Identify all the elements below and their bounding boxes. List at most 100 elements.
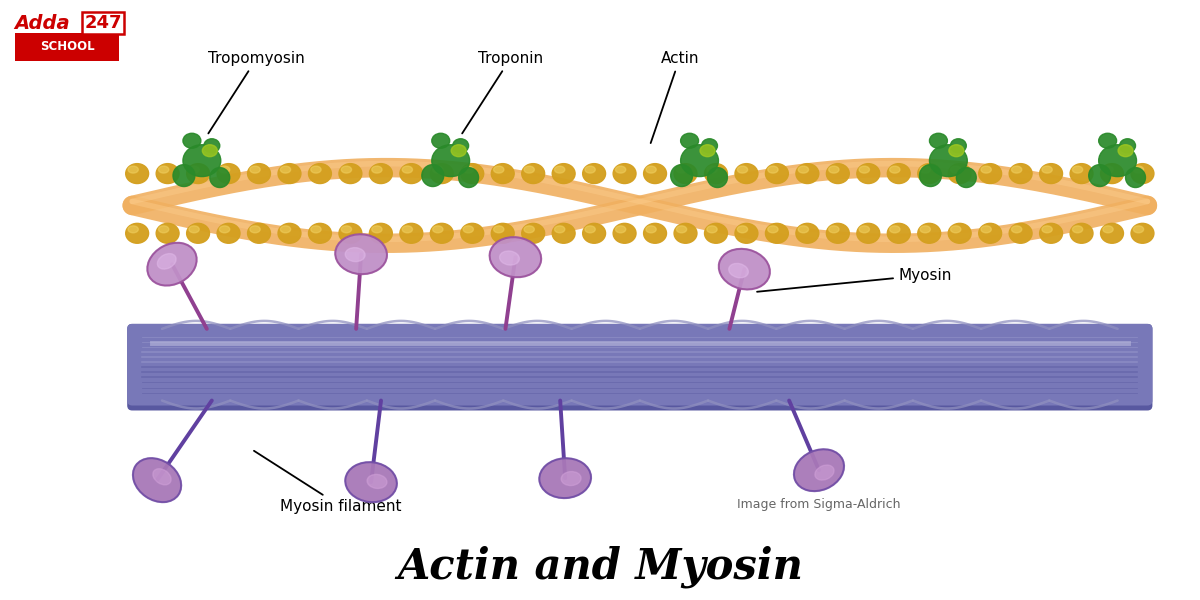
Ellipse shape xyxy=(979,164,1002,184)
Ellipse shape xyxy=(815,465,834,480)
Ellipse shape xyxy=(766,223,788,243)
Ellipse shape xyxy=(829,226,839,233)
Ellipse shape xyxy=(554,166,565,173)
Ellipse shape xyxy=(562,472,581,485)
Ellipse shape xyxy=(1100,164,1123,184)
Ellipse shape xyxy=(616,226,625,233)
Ellipse shape xyxy=(829,166,839,173)
Ellipse shape xyxy=(250,226,260,233)
Ellipse shape xyxy=(768,166,778,173)
Ellipse shape xyxy=(433,166,443,173)
Ellipse shape xyxy=(1042,226,1052,233)
Ellipse shape xyxy=(583,223,606,243)
Ellipse shape xyxy=(646,166,656,173)
Ellipse shape xyxy=(432,133,450,148)
Ellipse shape xyxy=(956,167,977,188)
Ellipse shape xyxy=(461,223,484,243)
Ellipse shape xyxy=(370,223,392,243)
Ellipse shape xyxy=(1100,223,1123,243)
Ellipse shape xyxy=(400,223,422,243)
Ellipse shape xyxy=(204,139,220,152)
Ellipse shape xyxy=(217,164,240,184)
Ellipse shape xyxy=(919,164,942,187)
Ellipse shape xyxy=(920,166,930,173)
Ellipse shape xyxy=(338,223,362,243)
Ellipse shape xyxy=(156,164,179,184)
Ellipse shape xyxy=(680,145,719,176)
Ellipse shape xyxy=(173,164,194,187)
Ellipse shape xyxy=(187,164,210,184)
Text: Image from Sigma-Aldrich: Image from Sigma-Aldrich xyxy=(737,497,901,511)
Ellipse shape xyxy=(128,166,138,173)
Ellipse shape xyxy=(490,237,541,277)
Ellipse shape xyxy=(1012,226,1021,233)
Ellipse shape xyxy=(680,133,698,148)
Text: Myosin filament: Myosin filament xyxy=(254,451,402,514)
Ellipse shape xyxy=(1073,166,1082,173)
Ellipse shape xyxy=(493,226,504,233)
Ellipse shape xyxy=(210,167,229,188)
Ellipse shape xyxy=(646,226,656,233)
Ellipse shape xyxy=(794,449,844,491)
Ellipse shape xyxy=(346,462,397,502)
FancyBboxPatch shape xyxy=(127,324,1152,406)
Ellipse shape xyxy=(950,139,966,152)
Ellipse shape xyxy=(220,166,229,173)
Ellipse shape xyxy=(700,145,715,157)
Ellipse shape xyxy=(281,226,290,233)
Ellipse shape xyxy=(458,167,479,188)
Ellipse shape xyxy=(431,164,454,184)
Ellipse shape xyxy=(827,164,850,184)
Ellipse shape xyxy=(671,164,692,187)
Ellipse shape xyxy=(402,226,413,233)
Text: Myosin: Myosin xyxy=(757,268,952,292)
Ellipse shape xyxy=(1073,226,1082,233)
Ellipse shape xyxy=(1042,166,1052,173)
Ellipse shape xyxy=(203,145,217,157)
Ellipse shape xyxy=(918,164,941,184)
Ellipse shape xyxy=(643,164,666,184)
Ellipse shape xyxy=(1103,226,1114,233)
Ellipse shape xyxy=(451,145,466,157)
Ellipse shape xyxy=(1012,166,1021,173)
Ellipse shape xyxy=(796,223,818,243)
Ellipse shape xyxy=(887,164,911,184)
Ellipse shape xyxy=(857,164,880,184)
Ellipse shape xyxy=(950,226,961,233)
Ellipse shape xyxy=(433,226,443,233)
Ellipse shape xyxy=(133,458,181,502)
Text: SCHOOL: SCHOOL xyxy=(40,40,95,53)
Ellipse shape xyxy=(1039,223,1062,243)
Ellipse shape xyxy=(643,223,666,243)
Ellipse shape xyxy=(157,254,176,269)
Ellipse shape xyxy=(461,164,484,184)
Ellipse shape xyxy=(979,223,1002,243)
Ellipse shape xyxy=(1009,223,1032,243)
Ellipse shape xyxy=(616,166,625,173)
Ellipse shape xyxy=(859,226,870,233)
Ellipse shape xyxy=(341,166,352,173)
Ellipse shape xyxy=(674,164,697,184)
Ellipse shape xyxy=(583,164,606,184)
Ellipse shape xyxy=(1118,145,1133,157)
Ellipse shape xyxy=(524,226,534,233)
Text: Tropomyosin: Tropomyosin xyxy=(209,51,305,133)
Ellipse shape xyxy=(278,164,301,184)
Ellipse shape xyxy=(677,166,686,173)
Ellipse shape xyxy=(857,223,880,243)
Ellipse shape xyxy=(982,166,991,173)
Ellipse shape xyxy=(152,469,172,485)
Ellipse shape xyxy=(158,166,169,173)
Ellipse shape xyxy=(707,226,718,233)
Ellipse shape xyxy=(1103,166,1114,173)
Ellipse shape xyxy=(491,223,514,243)
Ellipse shape xyxy=(402,166,413,173)
Ellipse shape xyxy=(677,226,686,233)
Ellipse shape xyxy=(704,223,727,243)
Ellipse shape xyxy=(367,475,386,488)
Ellipse shape xyxy=(948,223,971,243)
Ellipse shape xyxy=(311,166,322,173)
Ellipse shape xyxy=(737,226,748,233)
Ellipse shape xyxy=(1133,226,1144,233)
Ellipse shape xyxy=(982,226,991,233)
